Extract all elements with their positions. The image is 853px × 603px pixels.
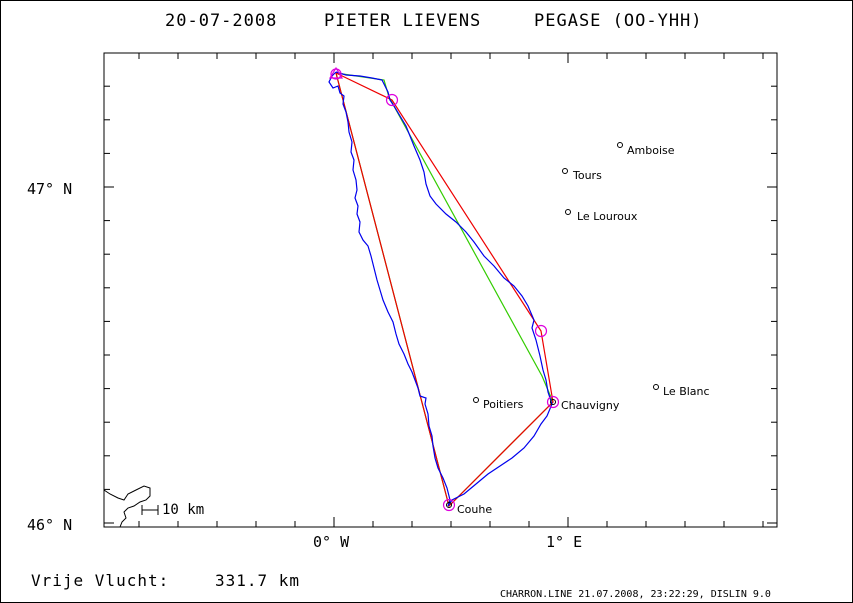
scale-label: 10 km (162, 502, 204, 518)
place-dot-tours (562, 168, 568, 174)
place-poitiers: Poitiers (483, 398, 524, 411)
axis-ticks (104, 53, 777, 527)
place-dot-chauvigny (550, 399, 556, 405)
coastline-fragment (103, 485, 151, 528)
title-glider: PEGASE (OO-YHH) (534, 11, 703, 31)
turnpoint-1-icon (385, 93, 399, 107)
x-label-0w: 0° W (313, 533, 350, 551)
place-tours: Tours (572, 169, 602, 182)
distance-label: Vrije Vlucht: (31, 571, 169, 590)
task-route (335, 72, 554, 508)
places: Amboise Tours Le Louroux Poitiers Le Bla… (446, 142, 710, 516)
place-dot-le-louroux (565, 209, 571, 215)
y-label-47n: 47° N (27, 180, 72, 198)
place-dot-poitiers (473, 397, 479, 403)
scale-bar (103, 485, 159, 528)
place-le-louroux: Le Louroux (577, 210, 638, 223)
turnpoint-3-icon (546, 395, 560, 409)
turnpoint-markers (328, 66, 560, 512)
turnpoint-2-icon (534, 324, 548, 338)
place-le-blanc: Le Blanc (663, 385, 710, 398)
map-plot-area (103, 52, 778, 528)
gps-track (328, 71, 553, 507)
place-dot-le-blanc (653, 384, 659, 390)
place-amboise: Amboise (627, 144, 675, 157)
software-credit: CHARRON.LINE 21.07.2008, 23:22:29, DISLI… (500, 589, 771, 600)
finish-icon (442, 498, 456, 512)
x-label-1e: 1° E (546, 533, 582, 551)
y-label-46n: 46° N (27, 516, 72, 534)
title-date: 20-07-2008 (165, 11, 277, 31)
place-dot-couhe (446, 502, 452, 508)
distance-value: 331.7 km (215, 571, 300, 590)
start-triangle-icon (328, 66, 344, 80)
place-dot-amboise (617, 142, 623, 148)
title-pilot: PIETER LIEVENS (324, 11, 481, 31)
place-chauvigny: Chauvigny (561, 399, 620, 412)
place-couhe: Couhe (457, 503, 492, 516)
